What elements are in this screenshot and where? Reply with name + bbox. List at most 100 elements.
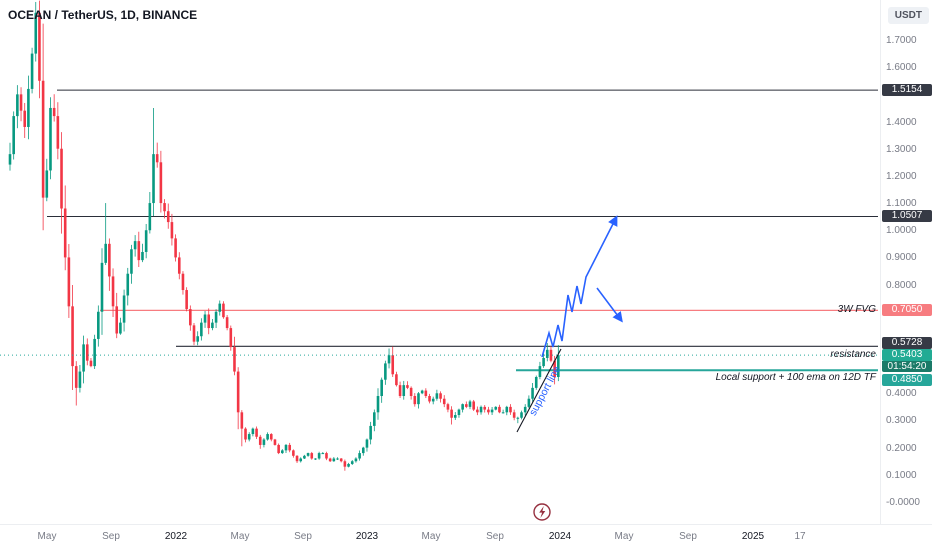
candle-body	[395, 374, 398, 386]
candle-body	[67, 257, 71, 307]
candle-body	[12, 116, 15, 155]
price-level-badge: 1.5154	[882, 84, 932, 97]
candle-body	[295, 455, 299, 462]
candle-body	[358, 453, 361, 459]
candle-body	[185, 290, 188, 310]
candle-body	[531, 387, 534, 399]
lightning-event-icon[interactable]	[533, 503, 551, 521]
symbol-title[interactable]: OCEAN / TetherUS, 1D, BINANCE	[8, 8, 198, 22]
candle-body	[269, 434, 273, 440]
candle-body	[258, 436, 262, 445]
time-axis-month-label: Sep	[486, 531, 504, 542]
support-trendline[interactable]	[516, 348, 562, 433]
candle-body	[461, 404, 464, 410]
price-tick-label: 1.3000	[886, 143, 917, 155]
candle-body	[233, 347, 236, 372]
price-tick-label: 0.8000	[886, 279, 917, 291]
candle-body	[417, 393, 420, 405]
price-tick-label: 0.1000	[886, 469, 917, 481]
price-tick-label: 1.7000	[886, 35, 917, 46]
candle-body	[174, 238, 177, 258]
price-level-badge: 0.7050	[882, 304, 932, 317]
price-tick-label: 1.2000	[886, 170, 917, 182]
candle-body	[332, 458, 336, 462]
candle-body	[439, 393, 442, 399]
time-axis-month-label: 17	[794, 531, 806, 542]
candle-body	[108, 243, 111, 277]
candle-body	[74, 366, 78, 388]
candle-body	[152, 154, 155, 204]
chart-drawings	[516, 215, 623, 521]
candle-body	[450, 409, 453, 418]
candle-body	[56, 116, 60, 149]
candle-body	[104, 243, 107, 263]
price-tick-label: 1.4000	[886, 116, 917, 128]
price-tick-label: 0.4000	[886, 388, 917, 400]
candle-body	[380, 379, 383, 397]
candle-body	[78, 371, 82, 388]
projection-zigzag-arrow[interactable]	[541, 215, 618, 358]
time-axis[interactable]: May Sep 2022 May Sep 2023 May Sep 2024 May Sep 2025…	[0, 524, 932, 550]
candle-body	[71, 306, 74, 367]
price-level-badge: 0.4850	[882, 374, 932, 387]
candle-body	[82, 344, 85, 372]
candle-body	[236, 371, 240, 413]
candle-body	[222, 303, 225, 318]
candle-body	[144, 230, 148, 252]
candle-body	[453, 415, 457, 418]
candle-body	[406, 385, 409, 388]
price-tick-label: 1.0000	[886, 225, 917, 237]
candle-body	[317, 453, 321, 459]
candle-body	[354, 458, 358, 462]
candle-body	[89, 360, 93, 367]
candle-body	[23, 110, 27, 127]
pullback-arrow[interactable]	[596, 287, 623, 323]
candle-body	[49, 107, 52, 171]
price-tick-label: 1.6000	[886, 62, 917, 74]
time-axis-month-label: Sep	[679, 531, 697, 542]
candle-body	[100, 262, 104, 312]
currency-unit-button[interactable]: USDT	[887, 7, 929, 24]
candle-body	[284, 444, 288, 451]
candle-body	[428, 396, 431, 402]
candle-body	[446, 404, 450, 410]
candle-body	[27, 88, 30, 127]
candle-body	[321, 453, 325, 455]
candle-body	[303, 455, 306, 459]
candle-body	[203, 314, 207, 323]
candle-body	[207, 314, 211, 329]
time-axis-month-label: May	[421, 531, 441, 542]
time-axis-month-label: May	[230, 531, 250, 542]
candle-body	[476, 409, 479, 413]
candle-body	[16, 94, 19, 117]
candle-body	[553, 360, 556, 377]
candle-body	[85, 344, 89, 361]
candle-body	[509, 406, 512, 413]
candle-body	[435, 393, 439, 399]
candle-body	[409, 387, 413, 397]
candle-body	[549, 349, 553, 361]
candle-body	[339, 458, 343, 462]
candle-body	[431, 398, 435, 402]
bar-countdown-badge: 01:54:20	[882, 361, 932, 373]
price-axis[interactable]: 1.7000 1.6000 1.4000 1.3000 1.2000 1.1000 1.00…	[880, 0, 932, 524]
candle-body	[490, 409, 494, 413]
time-axis-month-label: Sep	[294, 531, 312, 542]
candle-body	[251, 428, 255, 435]
candle-body	[527, 398, 531, 407]
price-tick-label: 0.9000	[886, 252, 917, 264]
candle-body	[130, 249, 133, 274]
candle-body	[523, 406, 527, 413]
candle-body	[538, 366, 542, 377]
candle-body	[457, 409, 461, 416]
time-axis-year-label: 2023	[355, 531, 379, 542]
candle-body	[314, 458, 317, 460]
candle-body	[141, 251, 144, 261]
candle-body	[119, 322, 122, 334]
candle-body	[8, 154, 12, 165]
candle-body	[115, 306, 119, 334]
time-axis-month-label: May	[37, 531, 57, 542]
price-tick-label: 0.3000	[886, 415, 917, 427]
